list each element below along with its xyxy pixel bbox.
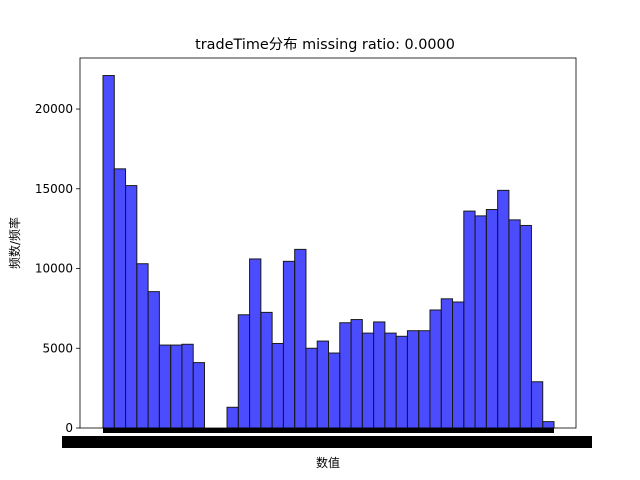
histogram-bar	[294, 248, 307, 429]
y-axis-label: 频数/频率	[7, 217, 22, 269]
histogram-bar	[192, 362, 205, 429]
histogram-bar	[271, 342, 284, 429]
histogram-bar	[406, 330, 420, 429]
y-tick-label: 5000	[42, 341, 73, 355]
histogram-bar	[361, 332, 375, 429]
histogram-bar	[170, 344, 183, 429]
histogram-bar	[508, 219, 521, 429]
y-tick-label: 10000	[35, 262, 73, 276]
histogram-bar	[474, 215, 487, 429]
histogram-bar	[373, 321, 386, 429]
histogram-bar	[350, 319, 363, 429]
y-tick-label: 20000	[35, 102, 73, 116]
histogram-bar	[260, 311, 273, 429]
histogram-bar	[339, 322, 352, 429]
histogram-bar	[136, 263, 149, 429]
histogram-bar	[147, 291, 160, 429]
histogram-bar	[542, 421, 555, 429]
y-axis: 0 5000 10000 15000 20000	[35, 102, 80, 435]
histogram-bar	[249, 258, 262, 429]
x-axis-label: 数值	[316, 455, 340, 470]
histogram-bar	[113, 168, 127, 429]
histogram-bar	[485, 209, 499, 429]
histogram-bar	[181, 343, 194, 429]
histogram-bar	[316, 340, 330, 429]
chart-title: tradeTime分布 missing ratio: 0.0000	[195, 36, 455, 53]
histogram-bar	[395, 335, 408, 429]
histogram-bar	[305, 347, 318, 429]
histogram-bar	[328, 352, 341, 429]
histogram-bar	[125, 185, 138, 429]
histogram-bar	[519, 224, 532, 429]
x-tick-marks	[62, 428, 592, 448]
x-tick-labels-overlap	[62, 436, 592, 448]
plot-frame	[79, 57, 577, 429]
histogram-bar	[440, 298, 454, 429]
histogram-bar	[452, 301, 465, 429]
y-tick-label: 0	[65, 421, 73, 435]
histogram-bar	[282, 260, 296, 429]
histogram-bar	[497, 189, 510, 429]
histogram-bar	[384, 332, 397, 429]
histogram-bar	[102, 75, 115, 429]
x-tick-band	[103, 428, 554, 433]
histogram-bar	[158, 344, 172, 429]
histogram-bar	[418, 330, 431, 429]
histogram-bar	[429, 309, 442, 429]
histogram-bar	[530, 381, 544, 429]
histogram-bar	[237, 314, 251, 429]
histogram-bar	[463, 210, 476, 429]
histogram-bar	[226, 406, 239, 429]
y-tick-label: 15000	[35, 182, 73, 196]
